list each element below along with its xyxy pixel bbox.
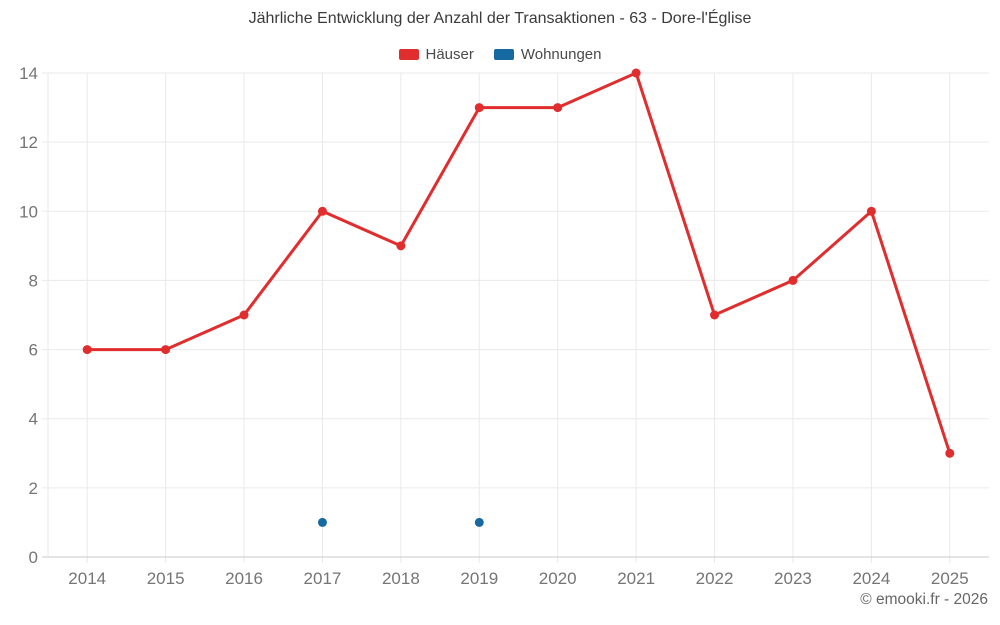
data-point-0-2014[interactable]	[82, 345, 92, 355]
data-point-0-2023[interactable]	[788, 275, 798, 285]
y-tick-label: 2	[29, 479, 38, 498]
legend-swatch	[398, 49, 419, 60]
legend-item-1[interactable]: Wohnungen	[493, 46, 602, 63]
x-tick-label: 2025	[931, 569, 969, 588]
data-point-0-2016[interactable]	[239, 310, 249, 320]
x-tick-label: 2019	[460, 569, 498, 588]
copyright-footer: © emooki.fr - 2026	[860, 591, 988, 608]
x-tick-label: 2021	[617, 569, 655, 588]
x-tick-label: 2015	[147, 569, 185, 588]
series-line-0	[85, 71, 952, 455]
data-point-0-2017[interactable]	[317, 206, 327, 216]
x-tick-label: 2017	[304, 569, 342, 588]
data-point-1-2017[interactable]	[317, 517, 327, 527]
x-tick-label: 2018	[382, 569, 420, 588]
y-tick-label: 10	[19, 202, 38, 221]
x-tick-label: 2023	[774, 569, 812, 588]
data-point-0-2024[interactable]	[866, 206, 876, 216]
data-point-0-2025[interactable]	[945, 448, 955, 458]
y-tick-label: 12	[19, 133, 38, 152]
x-tick-label: 2022	[696, 569, 734, 588]
x-tick-label: 2014	[68, 569, 106, 588]
data-point-0-2015[interactable]	[161, 345, 171, 355]
data-point-1-2019[interactable]	[474, 517, 484, 527]
x-tick-label: 2016	[225, 569, 263, 588]
chart-title: Jährliche Entwicklung der Anzahl der Tra…	[248, 10, 752, 27]
y-tick-label: 6	[29, 341, 38, 360]
data-point-0-2020[interactable]	[553, 103, 563, 113]
x-tick-label: 2020	[539, 569, 577, 588]
y-tick-label: 14	[19, 64, 38, 83]
legend-label: Häuser	[425, 46, 474, 63]
x-tick-label: 2024	[852, 569, 890, 588]
data-point-0-2018[interactable]	[396, 241, 406, 251]
data-point-0-2019[interactable]	[474, 103, 484, 113]
legend-label: Wohnungen	[520, 46, 602, 63]
data-point-0-2021[interactable]	[631, 68, 641, 78]
legend-item-0[interactable]: Häuser	[398, 46, 474, 63]
legend: Häuser Wohnungen	[0, 46, 1000, 63]
y-tick-label: 8	[29, 271, 38, 290]
legend-swatch	[493, 49, 514, 60]
data-point-0-2022[interactable]	[710, 310, 720, 320]
y-tick-label: 4	[29, 410, 38, 429]
y-tick-label: 0	[29, 548, 38, 567]
